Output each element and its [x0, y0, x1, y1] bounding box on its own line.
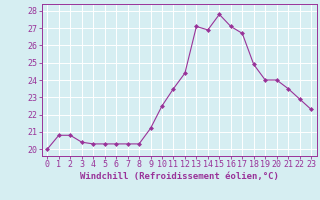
X-axis label: Windchill (Refroidissement éolien,°C): Windchill (Refroidissement éolien,°C) [80, 172, 279, 181]
